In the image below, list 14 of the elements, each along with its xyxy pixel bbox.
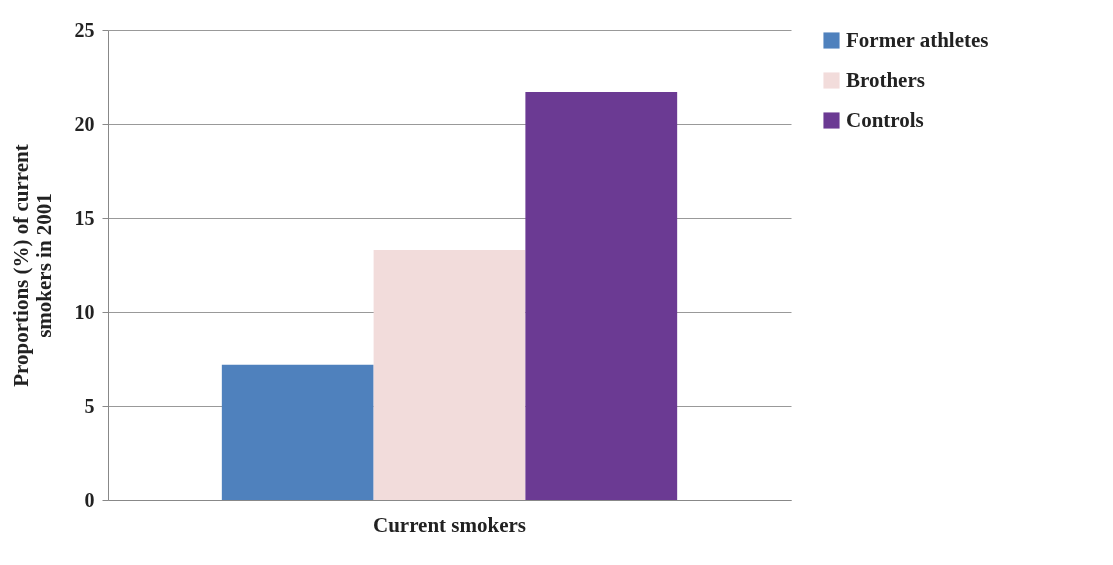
bar — [221, 364, 374, 500]
y-tick-label: 5 — [84, 394, 95, 417]
y-axis-title: Proportions (%) of current smokers in 2001 — [8, 144, 56, 387]
y-tick-label: 20 — [74, 112, 95, 135]
legend-label: Former athletes — [846, 27, 989, 52]
y-tick-label: 25 — [74, 18, 95, 41]
bar — [373, 249, 526, 500]
x-tick-label: Current smokers — [372, 512, 527, 537]
bar — [525, 92, 678, 500]
legend-label: Controls — [846, 107, 924, 132]
y-tick-label: 15 — [74, 206, 95, 229]
y-tick-label: 10 — [74, 300, 95, 323]
legend-label: Brothers — [846, 67, 925, 92]
y-tick-label: 0 — [84, 488, 95, 511]
